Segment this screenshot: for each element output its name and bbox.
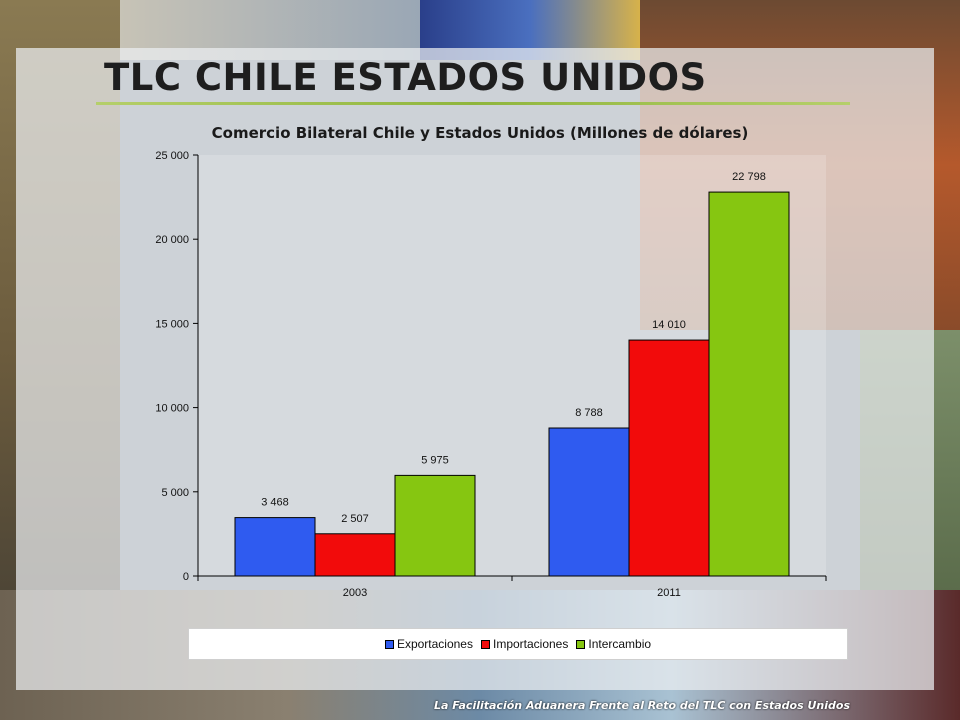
bar-exportaciones-2003 <box>234 517 316 577</box>
chart-title: Comercio Bilateral Chile y Estados Unido… <box>211 124 749 142</box>
x-tick-label: 2003 <box>343 587 367 599</box>
bar-importaciones-2003 <box>314 533 396 577</box>
legend-swatch-exportaciones <box>384 639 394 649</box>
title-underline <box>96 102 850 105</box>
slide-title: TLC CHILE ESTADOS UNIDOS <box>104 56 707 99</box>
legend-item-exportaciones: Exportaciones <box>384 637 473 651</box>
data-label: 8 788 <box>575 407 603 419</box>
slide-footer: La Facilitación Aduanera Frente al Reto … <box>433 699 850 712</box>
y-tick-label: 20 000 <box>155 234 189 246</box>
x-tick-label: 2011 <box>657 587 681 599</box>
bar-exportaciones-2011 <box>548 427 630 577</box>
legend-label-exportaciones: Exportaciones <box>396 637 473 651</box>
bar-intercambio-2003 <box>394 474 476 577</box>
legend-item-importaciones: Importaciones <box>480 637 569 651</box>
data-label: 5 975 <box>421 454 449 466</box>
bar-importaciones-2011 <box>628 339 710 577</box>
legend-label-importaciones: Importaciones <box>492 637 569 651</box>
y-tick-label: 15 000 <box>155 318 189 330</box>
data-label: 14 010 <box>652 319 686 331</box>
legend-label-intercambio: Intercambio <box>588 637 652 651</box>
data-label: 3 468 <box>261 497 289 509</box>
y-tick-label: 0 <box>183 571 189 583</box>
y-tick-label: 25 000 <box>155 150 189 162</box>
y-tick-label: 10 000 <box>155 403 189 415</box>
data-label: 22 798 <box>732 171 766 183</box>
chart-legend: Exportaciones Importaciones Intercambio <box>188 628 848 660</box>
legend-swatch-importaciones <box>480 639 490 649</box>
data-label: 2 507 <box>341 513 369 525</box>
legend-swatch-intercambio <box>576 639 586 649</box>
legend-item-intercambio: Intercambio <box>576 637 651 651</box>
y-tick-label: 5 000 <box>161 487 189 499</box>
bar-intercambio-2011 <box>708 191 790 577</box>
